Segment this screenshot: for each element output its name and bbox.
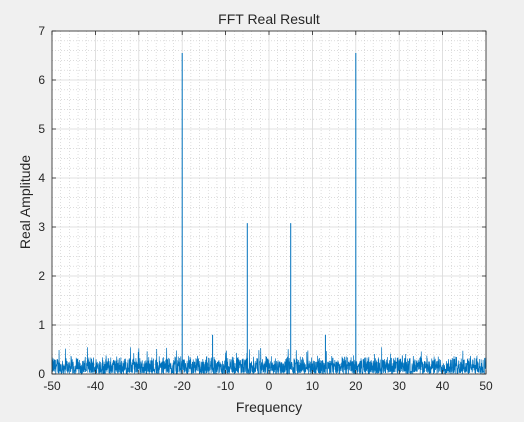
y-tick-label: 2	[38, 269, 45, 283]
x-tick-label: 40	[436, 379, 450, 393]
x-tick-label: -50	[43, 379, 61, 393]
x-tick-label: 50	[479, 379, 493, 393]
x-axis-label: Frequency	[236, 399, 302, 415]
y-tick-label: 0	[38, 367, 45, 381]
noise-floor-series	[51, 347, 487, 376]
x-tick-label: -20	[174, 379, 192, 393]
x-tick-label: 10	[306, 379, 320, 393]
y-tick-label: 6	[38, 73, 45, 87]
y-tick-label: 3	[38, 220, 45, 234]
y-tick-label: 1	[38, 318, 45, 332]
noise-floor-line	[51, 347, 487, 376]
x-tick-label: -40	[87, 379, 105, 393]
peak-series	[181, 53, 357, 370]
y-tick-label: 5	[38, 122, 45, 136]
chart-title: FFT Real Result	[218, 11, 320, 27]
x-tick-label: 0	[266, 379, 273, 393]
y-axis-ticks: 0 1 2 3 4 5 6 7	[38, 24, 486, 381]
x-axis-ticks: -50 -40 -30 -20 -10 0 10 20 30 40 50	[43, 31, 493, 393]
y-tick-label: 7	[38, 24, 45, 38]
y-tick-label: 4	[38, 171, 45, 185]
y-axis-label: Real Amplitude	[17, 155, 33, 249]
x-tick-label: 20	[349, 379, 363, 393]
x-tick-label: 30	[393, 379, 407, 393]
x-tick-label: -30	[130, 379, 148, 393]
x-tick-label: -10	[217, 379, 235, 393]
